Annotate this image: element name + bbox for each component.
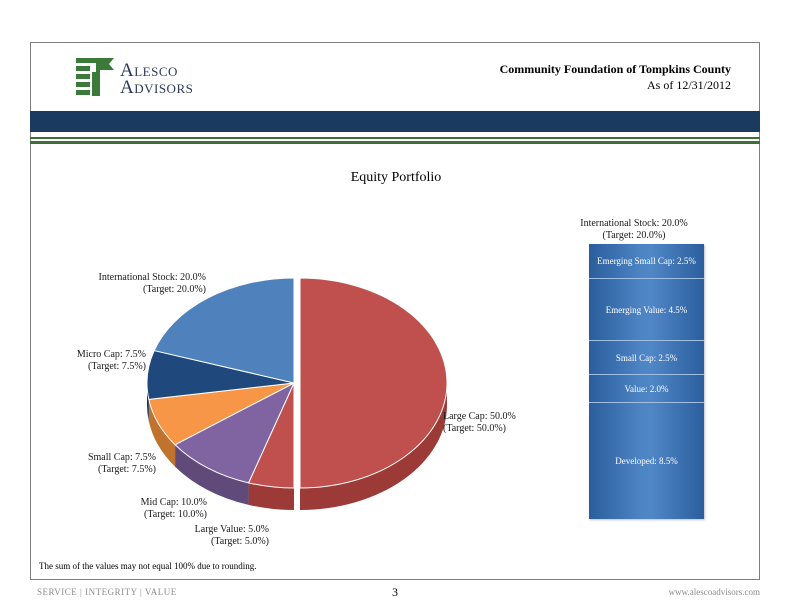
pie-label-micro-cap: Micro Cap: 7.5% (Target: 7.5%) [77,349,146,373]
stack-title: International Stock: 20.0% (Target: 20.0… [578,218,690,242]
pie-label-large-cap: Large Cap: 50.0% (Target: 50.0%) [443,411,516,435]
stack-segment-small-cap: Small Cap: 2.5% [589,340,704,374]
stack-segment-label: Emerging Small Cap: 2.5% [597,256,696,266]
stack-segment-label: Developed: 8.5% [615,456,678,466]
logo-line2: Advisors [120,77,194,98]
pie-label-target: (Target: 5.0%) [211,536,269,547]
pie-slice-large-cap [299,277,448,489]
logo-flag-icon [76,58,114,96]
footer-tagline: SERVICE | INTEGRITY | VALUE [37,587,177,597]
logo-wordmark: Alesco Advisors [120,60,194,98]
stack-segment-emerging-value: Emerging Value: 4.5% [589,278,704,340]
pie-label-target: (Target: 7.5%) [98,464,156,475]
pie-label-small-cap: Small Cap: 7.5% (Target: 7.5%) [88,452,156,476]
stack-title-line1: International Stock: 20.0% [580,218,688,229]
pie-label-value: Small Cap: 7.5% [87,452,156,463]
pie-label-value: Large Value: 5.0% [194,524,269,535]
as-of-date: As of 12/31/2012 [647,78,731,92]
stack-segment-label: Emerging Value: 4.5% [605,304,688,315]
header-green-rule-2 [30,141,760,144]
international-stacked-bar: Emerging Small Cap: 2.5% Emerging Value: … [589,244,704,519]
pie-label-target: (Target: 10.0%) [144,509,207,520]
pie-label-large-value: Large Value: 5.0% (Target: 5.0%) [195,524,269,548]
logo-line1: Alesco [120,60,178,81]
pie-label-target: (Target: 20.0%) [143,284,206,295]
footnote: The sum of the values may not equal 100%… [39,561,257,571]
pie-slice-international-stock [153,277,295,384]
pie-side-large-value [248,482,294,510]
pie-label-mid-cap: Mid Cap: 10.0% (Target: 10.0%) [141,497,207,521]
stack-segment-emerging-small-cap: Emerging Small Cap: 2.5% [589,244,704,278]
alesco-logo: Alesco Advisors [76,56,196,100]
stack-segment-developed: Developed: 8.5% [589,402,704,519]
stack-title-line2: (Target: 20.0%) [602,230,666,241]
pie-side-small-cap [148,399,176,467]
pie-slice-mid-cap [174,381,296,484]
slide-frame [30,42,760,580]
stack-segment-value: Value: 2.0% [589,374,704,402]
pie-label-value: International Stock: 20.0% [98,272,206,283]
header-title: Community Foundation of Tompkins County … [500,61,731,93]
pie-label-target: (Target: 50.0%) [443,423,506,434]
pie-label-value: Mid Cap: 10.0% [140,497,207,508]
header-green-rule [30,137,760,139]
stack-segment-label: Value: 2.0% [624,383,669,394]
pie-label-target: (Target: 7.5%) [88,361,146,372]
page-number: 3 [392,585,398,599]
pie-label-international-stock: International Stock: 20.0% (Target: 20.0%… [99,272,206,296]
pie-label-value: Large Cap: 50.0% [443,411,516,422]
header-navy-bar [30,111,760,132]
footer-website: www.alescoadvisors.com [668,587,760,597]
pie-label-value: Micro Cap: 7.5% [76,349,146,360]
organization-name: Community Foundation of Tompkins County [499,62,731,76]
stack-segment-label: Small Cap: 2.5% [615,352,678,363]
chart-title: Equity Portfolio [350,170,442,185]
